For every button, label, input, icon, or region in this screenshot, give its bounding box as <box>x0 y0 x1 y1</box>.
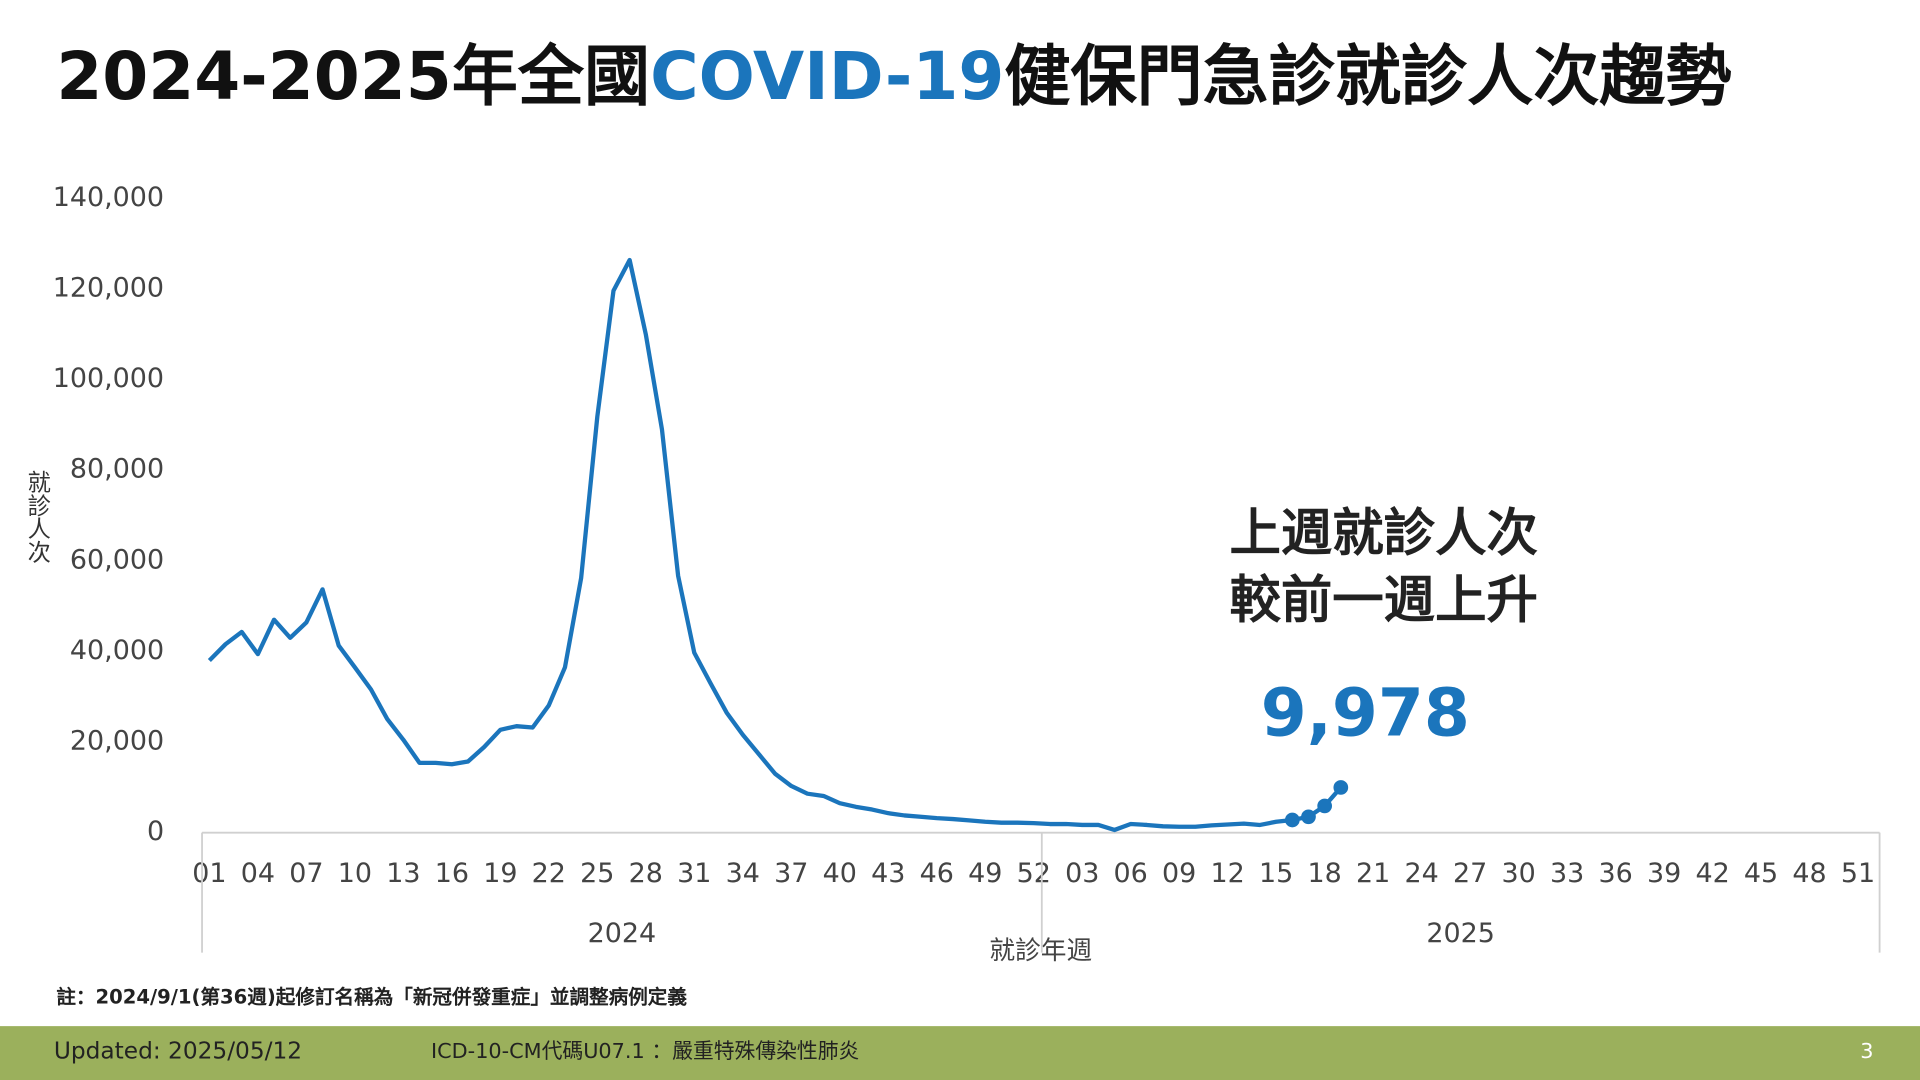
x-tick-label: 33 <box>1550 858 1584 889</box>
point <box>1301 809 1316 825</box>
data-label: 9,978 <box>1261 675 1470 752</box>
title-part: 2024-2025年全國 <box>56 38 650 115</box>
x-tick-label: 52 <box>1017 858 1051 889</box>
x-tick-label: 21 <box>1356 858 1390 889</box>
annotation: 較前一週上升 <box>1229 571 1537 631</box>
x-tick-label: 39 <box>1647 858 1681 889</box>
x-tick-label: 25 <box>580 858 614 889</box>
annotation: 上週就診人次 <box>1229 503 1537 563</box>
x-tick-label: 16 <box>435 858 469 889</box>
point <box>1317 798 1332 814</box>
x-tick-label: 13 <box>386 858 420 889</box>
x-tick-label: 22 <box>532 858 566 889</box>
y-axis-label: 就診人次 <box>23 470 51 563</box>
x-tick-label: 07 <box>289 858 323 889</box>
x-tick-label: 45 <box>1744 858 1778 889</box>
x-tick-label: 31 <box>677 858 711 889</box>
x-tick-label: 51 <box>1841 858 1875 889</box>
x-tick-label: 18 <box>1308 858 1342 889</box>
y-tick-label: 80,000 <box>70 454 164 485</box>
x-tick-label: 04 <box>241 858 275 889</box>
x-tick-label: 48 <box>1792 858 1826 889</box>
y-tick-label: 100,000 <box>53 363 164 394</box>
x-tick-label: 19 <box>483 858 517 889</box>
point <box>1284 812 1300 828</box>
x-axis-label: 就診年週 <box>989 936 1092 966</box>
x-tick-label: 28 <box>629 858 663 889</box>
group-label: 2024 <box>588 918 657 949</box>
x-tick-label: 40 <box>823 858 857 889</box>
group-label: 2025 <box>1426 918 1495 949</box>
footer-definition: ICD-10-CM代碼U07.1 ：嚴重特殊傳染性肺炎 <box>431 1039 859 1063</box>
title-part: COVID-19 <box>650 38 1004 115</box>
x-tick-label: 15 <box>1259 858 1293 889</box>
x-tick-label: 03 <box>1065 858 1099 889</box>
line <box>207 257 1343 833</box>
x-tick-label: 27 <box>1453 858 1487 889</box>
footnote: 註：2024/9/1(第36週)起修訂名稱為「新冠併發重症」並調整病例定義 <box>56 985 687 1008</box>
chart-title: 2024-2025年全國COVID-19健保門急診就診人次趨勢 <box>56 38 1731 115</box>
y-tick-label: 20,000 <box>70 726 164 757</box>
x-tick-label: 10 <box>338 858 372 889</box>
footer-updated: Updated: 2025/05/12 <box>54 1037 302 1064</box>
y-tick-label: 60,000 <box>70 544 164 575</box>
x-tick-label: 36 <box>1598 858 1632 889</box>
x-tick-label: 01 <box>192 858 226 889</box>
x-tick-label: 06 <box>1114 858 1148 889</box>
x-tick-label: 30 <box>1501 858 1535 889</box>
x-tick-label: 43 <box>871 858 905 889</box>
x-tick-label: 12 <box>1211 858 1245 889</box>
y-tick-label: 0 <box>147 816 164 847</box>
x-tick-label: 49 <box>968 858 1002 889</box>
x-tick-label: 42 <box>1695 858 1729 889</box>
x-tick-label: 46 <box>920 858 954 889</box>
y-tick-label: 140,000 <box>53 182 164 213</box>
x-tick-label: 34 <box>726 858 760 889</box>
x-tick-label: 09 <box>1162 858 1196 889</box>
x-tick-label: 24 <box>1404 858 1438 889</box>
title-part: 健保門急診就診人次趨勢 <box>1004 38 1731 115</box>
footer-bar <box>0 1026 1920 1080</box>
page-number: 3 <box>1860 1039 1873 1063</box>
x-tick-label: 37 <box>774 858 808 889</box>
y-tick-label: 40,000 <box>70 635 164 666</box>
point <box>1333 780 1349 795</box>
y-tick-label: 120,000 <box>53 272 164 303</box>
